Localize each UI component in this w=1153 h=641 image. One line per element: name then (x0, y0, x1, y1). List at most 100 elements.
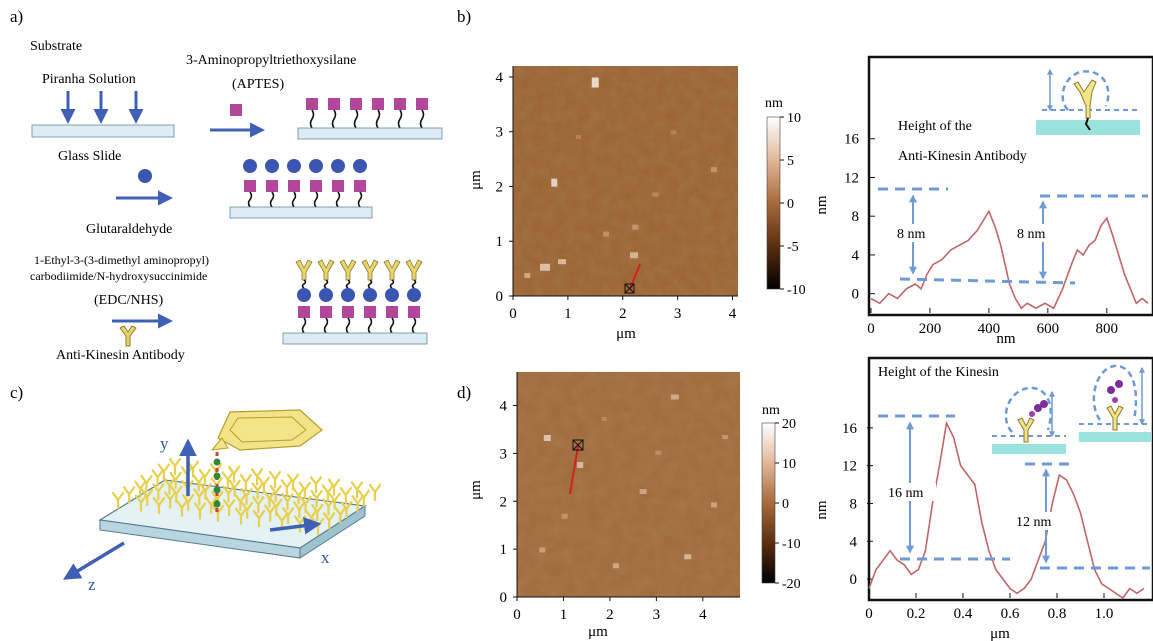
carpet-antibody (257, 476, 270, 494)
carpet-antibody (280, 479, 293, 497)
panel-label-a: a) (10, 7, 23, 26)
carpet-antibody (141, 488, 154, 507)
colorbar-tick: 0 (782, 497, 789, 512)
ab-square (298, 306, 310, 318)
glu-square (354, 180, 366, 192)
glass-slide-1 (31, 124, 175, 138)
glu-square (244, 180, 256, 192)
afm-y-label: μm (468, 480, 484, 500)
profile-y-tick: 16 (844, 132, 860, 148)
carpet-antibody (205, 496, 218, 514)
afm-x-tick: 4 (729, 306, 737, 322)
profile-y-tick: 4 (852, 248, 860, 264)
ab-y-shape (339, 259, 357, 281)
carpet-antibody (282, 507, 295, 525)
panel-a: Substrate Piranha Solution Glass Slide 3… (30, 39, 443, 363)
aptes-square-icon (230, 104, 242, 116)
colorbar-tick: 5 (787, 154, 794, 169)
carpet-antibody (134, 480, 147, 498)
afm-x-tick: 3 (674, 306, 682, 322)
carpet-antibody (168, 457, 182, 476)
glu-square (288, 180, 300, 192)
axis-y-label: y (160, 434, 169, 453)
glu-circle (287, 159, 301, 173)
glu-circle (265, 159, 279, 173)
colorbar-tick: -20 (782, 577, 801, 592)
profile-x-tick: 0.4 (954, 606, 973, 622)
profile-b-ann-bg-1 (895, 224, 937, 242)
carpet-antibody (334, 506, 347, 524)
afm-spot (722, 435, 729, 439)
profile-b-annotation-1: 8 nm (897, 227, 926, 242)
carpet-antibody (270, 498, 283, 516)
carpet-antibody (123, 486, 136, 504)
afm-spot (551, 178, 558, 187)
carpet-antibody (292, 487, 305, 505)
carpet-antibody (286, 473, 300, 491)
carpet-antibody (134, 494, 148, 512)
carpet-antibody (211, 504, 225, 523)
carpet-antibody (239, 473, 252, 492)
carpet-antibody (151, 469, 164, 487)
ab-square (364, 306, 376, 318)
glu-circle (353, 159, 367, 173)
afm-y-tick: 2 (496, 179, 504, 195)
afm-y-tick: 4 (496, 70, 504, 86)
glass-slide-3 (229, 206, 373, 219)
edc-abbr: (EDC/NHS) (94, 293, 164, 308)
afm-y-tick: 1 (496, 234, 504, 250)
profile-y-label: nm (814, 195, 830, 215)
afm-x-tick: 1 (560, 607, 568, 623)
ab-square (386, 306, 398, 318)
ab-square (408, 306, 420, 318)
profile-x-tick: 0.2 (907, 606, 926, 622)
piranha-label: Piranha Solution (42, 72, 136, 87)
profile-y-tick: 0 (850, 572, 858, 588)
carpet-antibody (234, 493, 247, 511)
profile-y-tick: 0 (852, 287, 860, 303)
carpet-antibody (193, 502, 207, 520)
afm-spot (577, 462, 584, 468)
aptes-square (328, 98, 340, 110)
ab-circle (319, 288, 333, 302)
carpet-antibody (221, 471, 234, 489)
carpet-antibody (182, 494, 195, 512)
glu-circle (243, 159, 257, 173)
colorbar-tick: -10 (782, 537, 801, 552)
afm-b-spots (524, 77, 717, 278)
profile-d-inset (992, 364, 1151, 454)
afm-spot (670, 394, 679, 400)
afm-x-label: μm (616, 326, 636, 342)
glutaraldehyde-icon (138, 169, 152, 183)
afm-d-marker-icon (572, 439, 584, 451)
profile-x-label: nm (996, 331, 1016, 347)
colorbar-tick: 10 (787, 111, 801, 126)
profile-x-tick: 1.0 (1095, 606, 1114, 622)
z-axis-arrow (63, 541, 125, 580)
ab-y-shape (317, 259, 335, 281)
carpet-antibody (164, 491, 177, 509)
afm-spot (524, 273, 531, 278)
profile-d-ann-bg-1 (886, 483, 936, 501)
ab-square (342, 306, 354, 318)
ab-circle (385, 288, 399, 302)
afm-spot (540, 263, 550, 271)
ab-y-shape (383, 259, 401, 281)
carpet-antibody (310, 490, 323, 508)
antibody-layer (295, 259, 423, 334)
afm-spot (543, 435, 551, 441)
ab-circle (407, 288, 421, 302)
profile-x-tick: 0.6 (1001, 606, 1020, 622)
afm-b-marker-icon (624, 283, 635, 294)
afm-spot (561, 513, 568, 519)
carpet-antibody (250, 468, 264, 486)
profile-d-ann-bg-2 (1014, 512, 1064, 530)
carpet-antibody (281, 493, 294, 511)
aptes-name: 3-Aminopropyltriethoxysilane (186, 53, 356, 68)
piranha-arrows (60, 91, 144, 124)
glu-square (266, 180, 278, 192)
carpet-antibody (321, 484, 334, 502)
carpet-antibody (263, 490, 276, 508)
